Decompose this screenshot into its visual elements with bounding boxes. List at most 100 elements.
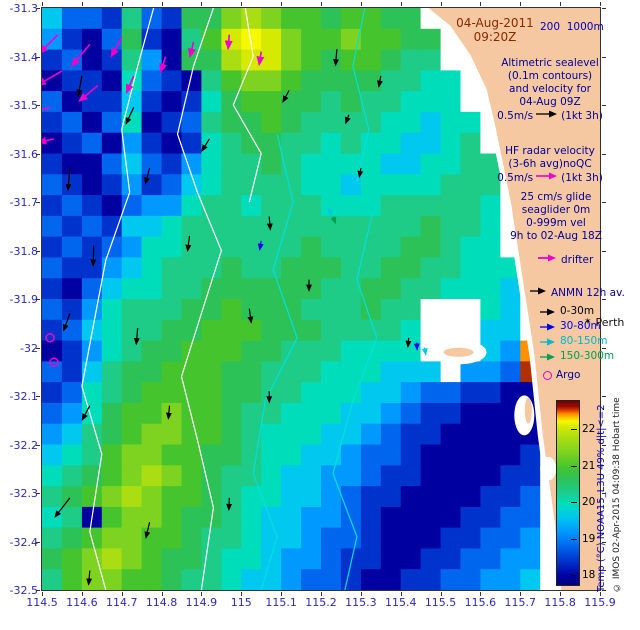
heatmap-cell — [360, 299, 382, 321]
y-tick-label: -32 — [20, 341, 38, 355]
heatmap-cell — [61, 548, 83, 570]
heatmap-cell — [321, 28, 342, 51]
velocity-vector — [42, 34, 59, 55]
heatmap-cell — [42, 548, 63, 570]
heatmap-cell — [460, 236, 481, 258]
heatmap-cell — [360, 444, 382, 466]
axis-tick — [520, 592, 522, 596]
heatmap-cell — [121, 257, 143, 279]
velocity-vector — [144, 167, 151, 185]
heatmap-cell — [201, 486, 222, 508]
heatmap-cell — [141, 506, 163, 529]
axis-tick — [281, 592, 283, 596]
heatmap-cell — [321, 8, 342, 30]
heatmap-cell — [281, 402, 302, 425]
axis-tick — [81, 592, 83, 596]
heatmap-cell — [400, 111, 422, 134]
heatmap-cell — [81, 361, 103, 383]
velocity-vector — [65, 167, 72, 192]
heatmap-cell — [201, 111, 222, 134]
heatmap-cell — [201, 257, 222, 279]
heatmap-cell — [520, 486, 541, 508]
drifter-label: drifter — [561, 253, 594, 266]
altimetric-legend-lines: Altimetric sealevel (0.1m contours) and ve… — [468, 57, 632, 109]
heatmap-cell — [400, 423, 422, 446]
heatmap-cell — [101, 299, 123, 321]
heatmap-cell — [241, 257, 262, 279]
heatmap-cell — [400, 91, 422, 113]
heatmap-cell — [340, 569, 362, 590]
heatmap-cell — [61, 423, 83, 446]
axis-tick — [36, 590, 40, 591]
heatmap-cell — [261, 527, 282, 549]
axis-tick — [36, 8, 40, 9]
heatmap-cell — [400, 569, 422, 590]
heatmap-cell — [81, 423, 103, 446]
heatmap-cell — [480, 506, 501, 529]
heatmap-cell — [340, 506, 362, 529]
heatmap-cell — [420, 195, 442, 217]
heatmap-cell — [340, 49, 362, 71]
heatmap-cell — [321, 257, 342, 279]
y-tick-label: -32.2 — [9, 438, 38, 452]
sst-heatmap-canvas — [42, 8, 600, 590]
axis-tick — [42, 592, 43, 596]
heatmap-cell — [101, 506, 123, 529]
heatmap-cell — [460, 382, 481, 404]
velocity-vector — [165, 405, 172, 420]
heatmap-cell — [380, 278, 402, 300]
heatmap-cell — [261, 361, 282, 383]
heatmap-cell — [101, 548, 123, 570]
heatmap-cell — [400, 195, 422, 217]
heatmap-cell — [380, 91, 402, 113]
axis-tick — [520, 2, 522, 6]
heatmap-cell — [420, 28, 442, 51]
heatmap-cell — [141, 278, 163, 300]
legend-line: seaglider 0m — [521, 204, 591, 216]
axis-tick — [602, 250, 606, 252]
heatmap-cell — [420, 91, 442, 113]
heatmap-cell — [141, 569, 163, 590]
colorbar-tick-label: 18 — [582, 569, 596, 582]
heatmap-cell — [141, 548, 163, 570]
heatmap-cell — [281, 132, 302, 155]
heatmap-cell — [141, 111, 163, 134]
heatmap-cell — [42, 340, 63, 362]
heatmap-cell — [221, 465, 242, 487]
heatmap-cell — [161, 506, 183, 529]
heatmap-cell — [301, 402, 322, 425]
heatmap-cell — [221, 486, 242, 508]
heatmap-cell — [201, 49, 222, 71]
copyright-text: © IMOS 02-Apr-2015 04:09:38 Hobart time — [612, 397, 622, 592]
heatmap-cell — [420, 382, 442, 404]
heatmap-cell — [440, 382, 462, 404]
axis-tick — [161, 2, 163, 6]
heatmap-cell — [42, 174, 63, 196]
bathymetry-contour — [332, 211, 378, 590]
heatmap-cell — [81, 215, 103, 238]
heatmap-cell — [261, 236, 282, 258]
heatmap-cell — [360, 174, 382, 196]
velocity-vector — [421, 347, 428, 356]
heatmap-cell — [42, 299, 63, 321]
heatmap-cell — [141, 195, 163, 217]
heatmap-cell — [301, 215, 322, 238]
heatmap-cell — [181, 236, 202, 258]
heatmap-cell — [480, 174, 501, 196]
velocity-vector — [110, 36, 123, 58]
heatmap-cell — [420, 506, 442, 529]
heatmap-cell — [121, 444, 143, 466]
heatmap-cell — [460, 423, 481, 446]
heatmap-cell — [121, 28, 143, 51]
date-text: 04-Aug-2011 — [456, 16, 534, 30]
velocity-vector — [42, 70, 63, 86]
heatmap-cell — [81, 444, 103, 466]
heatmap-cell — [321, 423, 342, 446]
heatmap-cell — [81, 174, 103, 196]
heatmap-cell — [460, 569, 481, 590]
heatmap-cell — [121, 319, 143, 342]
heatmap-cell — [420, 49, 442, 71]
heatmap-cell — [201, 444, 222, 466]
heatmap-cell — [460, 111, 481, 134]
heatmap-cell — [440, 527, 462, 549]
